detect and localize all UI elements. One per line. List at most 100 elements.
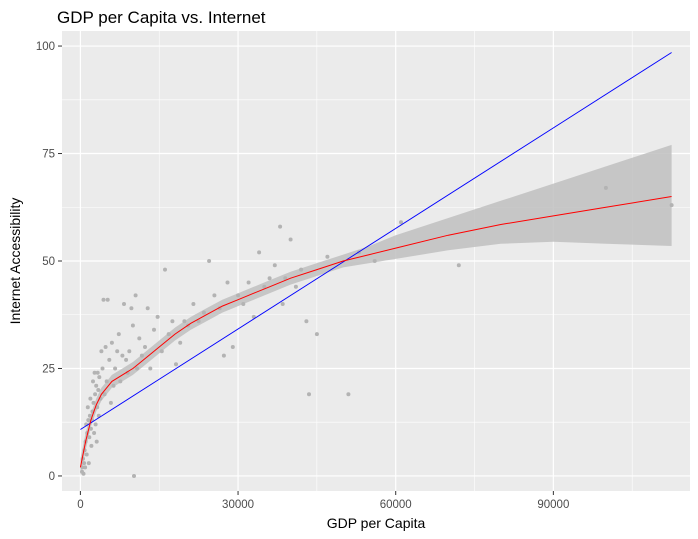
data-point (257, 250, 262, 255)
data-point (94, 439, 99, 444)
data-point (170, 319, 175, 324)
data-point (267, 276, 272, 281)
chart-title: GDP per Capita vs. Internet (57, 8, 266, 27)
data-point (372, 259, 377, 263)
data-point (113, 366, 118, 371)
data-point (603, 185, 608, 190)
data-point (196, 319, 201, 324)
data-point (201, 310, 206, 315)
data-point (225, 280, 230, 285)
data-point (132, 474, 136, 478)
data-point (88, 396, 93, 401)
x-tick-label: 0 (77, 499, 83, 511)
data-point (230, 345, 235, 349)
confidence-band (80, 144, 672, 476)
data-point (182, 319, 187, 324)
data-point (241, 302, 246, 306)
data-point (87, 413, 92, 418)
data-point (93, 392, 98, 397)
data-point (87, 435, 92, 440)
data-point (129, 306, 134, 311)
data-point (118, 379, 123, 384)
data-point (97, 375, 102, 380)
data-point (207, 259, 212, 263)
data-point (122, 302, 126, 306)
data-point (152, 327, 156, 332)
data-point (104, 379, 109, 384)
data-point (304, 319, 309, 324)
data-point (130, 323, 135, 328)
data-point (85, 405, 90, 410)
data-point (88, 426, 93, 431)
data-point (221, 353, 226, 358)
data-point (178, 340, 183, 345)
data-point (669, 203, 674, 208)
data-point (135, 366, 140, 371)
data-point (102, 392, 107, 397)
data-point (127, 349, 132, 354)
data-point (91, 400, 96, 405)
data-point (155, 314, 160, 319)
y-tick-label: 25 (42, 363, 55, 375)
data-point (99, 349, 104, 354)
data-point (325, 254, 330, 259)
data-point (133, 293, 138, 298)
data-point (95, 370, 100, 375)
data-point (272, 263, 277, 268)
x-tick-label: 90000 (537, 499, 569, 511)
data-point (92, 370, 97, 375)
data-point (143, 345, 147, 349)
data-point (124, 357, 129, 362)
data-point (191, 302, 196, 306)
y-tick-label: 100 (36, 41, 55, 53)
x-axis-title: GDP per Capita (327, 515, 426, 531)
data-point (166, 332, 171, 337)
data-point (89, 443, 94, 448)
data-point (148, 366, 153, 371)
data-point (262, 284, 267, 289)
data-point (139, 353, 144, 358)
x-tick-label: 60000 (380, 499, 412, 511)
data-point (159, 349, 164, 354)
data-point (399, 220, 403, 225)
data-point (246, 280, 251, 285)
data-point (84, 452, 89, 457)
data-point (293, 284, 298, 289)
data-point (116, 332, 121, 337)
data-point (299, 267, 304, 272)
linear-fit-line (80, 52, 672, 430)
data-point (288, 237, 293, 242)
data-point (108, 400, 113, 405)
x-tick-label: 30000 (222, 499, 254, 511)
fit-lines-layer (79, 52, 672, 468)
data-point (109, 340, 114, 345)
data-point (93, 422, 98, 427)
y-axis-title: Internet Accessibility (7, 198, 23, 325)
data-point (86, 418, 91, 423)
data-point (107, 357, 112, 362)
data-point (96, 388, 101, 392)
data-point (111, 383, 116, 388)
data-point (105, 297, 110, 302)
data-point (280, 302, 285, 306)
y-axis-ticks: 0 25 50 75 100 (36, 41, 62, 483)
x-axis-ticks: 0 30000 60000 90000 (77, 491, 569, 511)
y-tick-label: 75 (42, 149, 55, 161)
y-tick-label: 0 (49, 471, 55, 483)
data-point (314, 332, 319, 337)
data-point (81, 471, 86, 476)
data-point (100, 366, 105, 371)
data-point (278, 224, 283, 229)
data-point (137, 336, 142, 341)
data-point (212, 293, 217, 298)
data-point (115, 349, 120, 354)
data-point (103, 345, 108, 349)
confidence-band-layer (80, 144, 672, 476)
data-point (283, 276, 288, 281)
data-point (163, 267, 167, 272)
smooth-fit-line (79, 196, 672, 468)
data-point (86, 461, 91, 466)
data-point (307, 392, 311, 397)
points-layer (80, 185, 674, 478)
